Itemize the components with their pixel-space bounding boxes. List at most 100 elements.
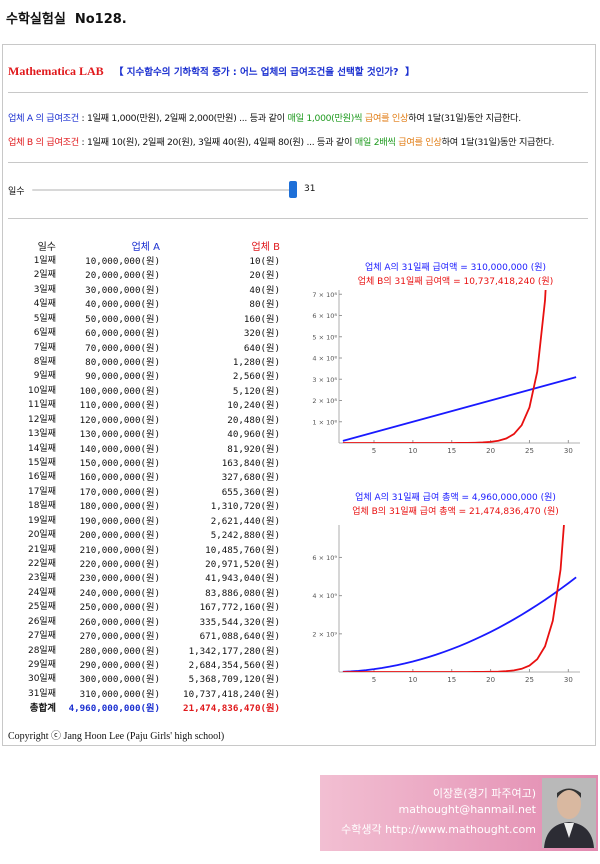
table-cell: 20일째 [27, 530, 56, 541]
condition-text: 매일 2배씩 [354, 137, 399, 148]
author-site: 수학생각 http://www.mathought.com [341, 823, 536, 836]
table-cell: 7일째 [33, 342, 56, 353]
table-cell: 9일째 [33, 371, 56, 382]
table-cell: 60,000,000(원) [85, 328, 160, 340]
y-tick-label: 2 × 10⁸ [312, 397, 337, 405]
table-cell: 335,544,320(원) [199, 616, 280, 628]
x-tick-label: 20 [486, 447, 495, 455]
y-tick-label: 4 × 10⁸ [312, 355, 337, 363]
table-cell: 30,000,000(원) [85, 284, 160, 296]
table-cell: 40,000,000(원) [85, 299, 160, 311]
table-cell: 2,560(원) [232, 371, 280, 383]
condition-text: : 1일째 1,000(만원), 2일째 2,000(만원) ... 등과 같이 [78, 113, 288, 124]
table-cell: 20,000,000(원) [85, 270, 160, 282]
table-cell: 5일째 [33, 313, 56, 324]
lab-subtitle: 【 지수함수의 기하학적 증가 : 어느 업체의 급여조건을 선택할 것인가? … [114, 67, 415, 78]
x-tick-label: 30 [564, 676, 573, 684]
y-tick-label: 2 × 10⁹ [312, 630, 337, 638]
divider [8, 92, 588, 93]
condition-a: 업체 A 의 급여조건 : 1일째 1,000(만원), 2일째 2,000(만… [8, 110, 521, 124]
table-cell: 15일째 [27, 458, 56, 469]
table-cell: 1,280(원) [232, 357, 280, 368]
x-tick-label: 10 [408, 676, 417, 684]
y-tick-label: 4 × 10⁹ [312, 592, 337, 600]
table-cell: 163,840(원) [221, 458, 280, 470]
table-cell: 10,000,000(원) [85, 256, 160, 267]
table-cell: 190,000,000(원) [79, 515, 160, 527]
table-cell: 16일째 [27, 472, 56, 483]
table-cell: 5,120(원) [232, 385, 280, 397]
table-cell: 120,000,000(원) [79, 414, 160, 426]
table-cell: 28일째 [27, 645, 56, 656]
condition-text: 매일 1,000(만원)씩 [287, 113, 365, 124]
table-cell: 27일째 [27, 631, 56, 642]
table-cell: 327,680(원) [221, 472, 280, 484]
table-cell: 19일째 [27, 515, 56, 526]
copyright: Copyright ⓒ Jang Hoon Lee (Paju Girls' h… [8, 731, 225, 742]
table-cell: 240,000,000(원) [79, 587, 160, 599]
table-cell: 260,000,000(원) [79, 616, 160, 628]
table-cell: 320(원) [243, 328, 280, 340]
table-cell: 110,000,000(원) [79, 400, 160, 412]
table-cell: 150,000,000(원) [79, 458, 160, 470]
lab-panel [2, 44, 596, 746]
table-cell: 70,000,000(원) [85, 342, 160, 354]
author-name: 이장훈(경기 파주여고) [432, 787, 536, 800]
table-cell: 80(원) [249, 299, 280, 311]
table-cell: 14일째 [27, 443, 56, 454]
table-cell: 3일째 [33, 284, 56, 295]
table-cell: 10(원) [249, 256, 280, 267]
brand: Mathematica LAB [8, 64, 104, 78]
table-cell: 40(원) [249, 284, 280, 296]
condition-b: 업체 B 의 급여조건 : 1일째 10(원), 2일째 20(원), 3일째 … [8, 134, 554, 148]
series-line [342, 376, 577, 442]
table-cell: 20,480(원) [227, 414, 280, 426]
x-tick-label: 20 [486, 676, 495, 684]
table-cell: 24일째 [27, 587, 56, 598]
table-cell: 83,886,080(원) [205, 587, 280, 599]
table-cell: 50,000,000(원) [85, 313, 160, 325]
table-cell: 17일째 [27, 486, 56, 497]
table-cell: 310,000,000(원) [79, 688, 160, 700]
divider [8, 162, 588, 163]
table-cell: 25일째 [27, 602, 56, 613]
table-cell: 180,000,000(원) [79, 501, 160, 513]
table-cell: 8일째 [33, 357, 56, 367]
table-cell: 671,088,640(원) [199, 631, 280, 643]
table-cell: 2일째 [33, 270, 56, 281]
table-cell: 2,684,354,560(원) [188, 660, 280, 672]
y-tick-label: 6 × 10⁹ [312, 554, 337, 562]
table-cell: 6일째 [33, 328, 56, 339]
condition-text: 하여 1달(31일)동안 지급한다. [408, 113, 521, 124]
table-cell: 250,000,000(원) [79, 602, 160, 614]
table-cell: 290,000,000(원) [79, 660, 160, 672]
table-cell: 5,368,709,120(원) [188, 674, 280, 686]
slider-thumb[interactable] [289, 181, 297, 198]
x-tick-label: 15 [447, 676, 456, 684]
slider-track[interactable] [32, 189, 294, 191]
table-cell: 10,737,418,240(원) [183, 688, 280, 700]
table-cell: 21일째 [27, 544, 56, 555]
condition-text: 급여를 인상 [398, 137, 442, 148]
table-cell: 80,000,000(원) [85, 357, 160, 368]
author-email: mathought@hanmail.net [398, 803, 536, 816]
page-title: 수학실험실 No128. [6, 12, 127, 27]
table-cell: 300,000,000(원) [79, 674, 160, 686]
y-tick-label: 5 × 10⁸ [312, 333, 337, 341]
table-cell: 10일째 [27, 385, 56, 396]
x-tick-label: 15 [447, 447, 456, 455]
author-banner: 이장훈(경기 파주여고) mathought@hanmail.net 수학생각 … [320, 775, 598, 851]
y-tick-label: 6 × 10⁸ [312, 312, 337, 320]
table-cell: 100,000,000(원) [79, 385, 160, 397]
table-cell: 23일째 [27, 573, 56, 584]
table-cell: 1,342,177,280(원) [188, 645, 280, 657]
table-total: 4,960,000,000(원) [68, 703, 160, 715]
slider-label: 일수 [8, 187, 25, 197]
table-cell: 170,000,000(원) [79, 486, 160, 498]
series-line [342, 525, 565, 672]
condition-text: 업체 B 의 급여조건 [8, 137, 79, 148]
table-cell: 4일째 [33, 299, 56, 310]
table-cell: 220,000,000(원) [79, 559, 160, 571]
condition-text: 업체 A 의 급여조건 [8, 113, 79, 124]
